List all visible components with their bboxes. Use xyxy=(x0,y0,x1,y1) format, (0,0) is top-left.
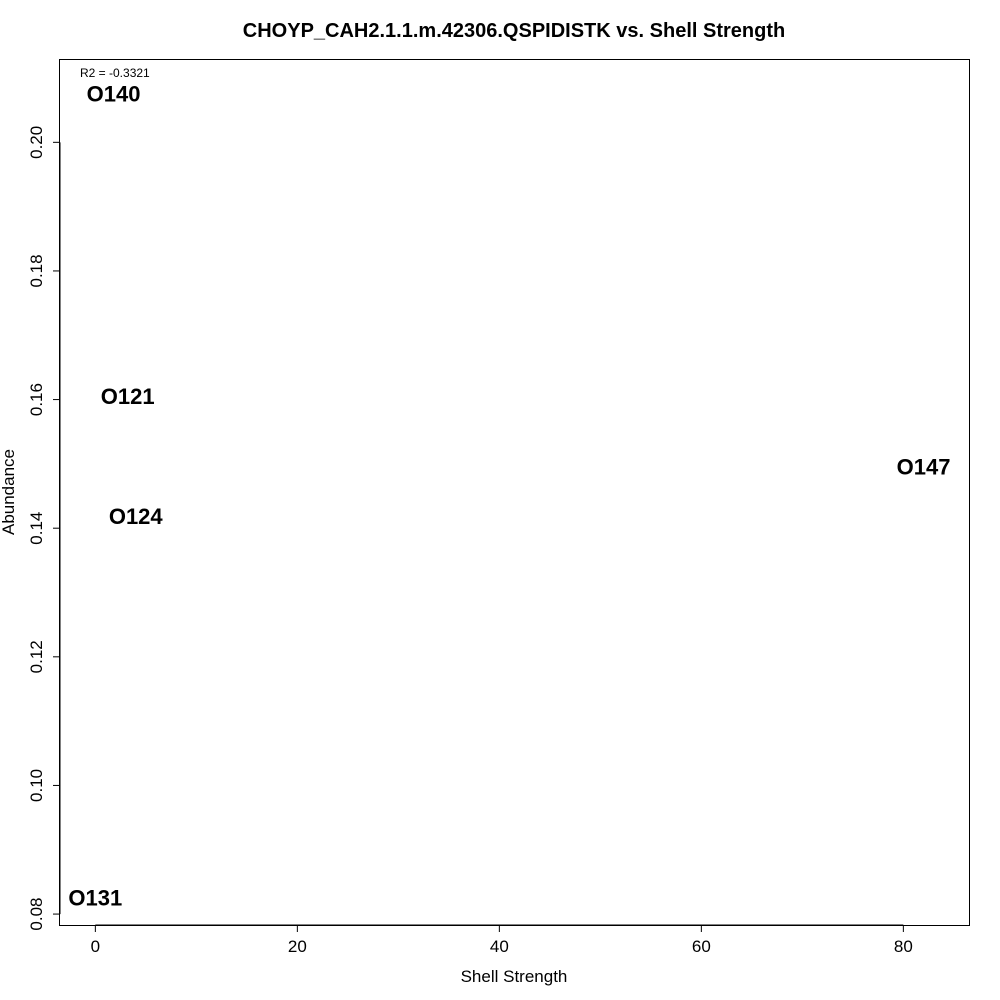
y-tick-label: 0.16 xyxy=(27,383,46,416)
chart-title: CHOYP_CAH2.1.1.m.42306.QSPIDISTK vs. She… xyxy=(243,20,785,42)
point-label-o131: O131 xyxy=(68,885,122,910)
x-tick-label: 80 xyxy=(894,937,913,956)
point-label-o140: O140 xyxy=(87,82,141,107)
x-axis: 0 20 40 60 80 xyxy=(91,924,913,956)
y-tick-label: 0.14 xyxy=(27,512,46,545)
point-label-o121: O121 xyxy=(101,384,155,409)
r2-annotation: R2 = -0.3321 xyxy=(80,66,150,80)
y-tick-label: 0.18 xyxy=(27,254,46,287)
y-tick-label: 0.10 xyxy=(27,769,46,802)
x-tick-label: 40 xyxy=(490,937,509,956)
y-axis: 0.08 0.10 0.12 0.14 0.16 0.18 0.20 xyxy=(27,126,61,931)
x-axis-label: Shell Strength xyxy=(461,967,568,986)
y-tick-label: 0.12 xyxy=(27,640,46,673)
y-tick-label: 0.08 xyxy=(27,898,46,931)
x-tick-label: 20 xyxy=(288,937,307,956)
point-label-o124: O124 xyxy=(109,504,164,529)
point-labels: O140 O121 O124 O147 O131 xyxy=(68,82,950,911)
y-axis-label: Abundance xyxy=(0,449,18,535)
x-tick-label: 60 xyxy=(692,937,711,956)
point-label-o147: O147 xyxy=(897,455,951,480)
x-tick-label: 0 xyxy=(91,937,100,956)
y-tick-label: 0.20 xyxy=(27,126,46,159)
